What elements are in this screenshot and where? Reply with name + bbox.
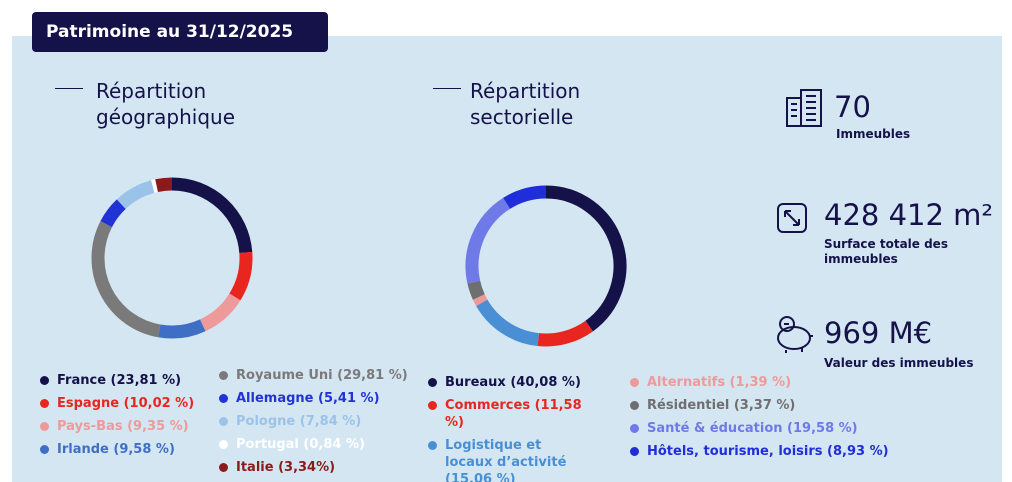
legend-item: Irlande (9,58 %)	[40, 441, 215, 458]
donut	[91, 177, 253, 339]
legend-item: Alternatifs (1,39 %)	[630, 374, 890, 391]
legend-item: Espagne (10,02 %)	[40, 395, 215, 412]
legend-swatch	[40, 399, 49, 408]
legend-item: Allemagne (5,41 %)	[219, 390, 409, 407]
legend: Royaume Uni (29,81 %) Allemagne (5,41 %) P…	[219, 367, 409, 482]
legend-item: Hôtels, tourisme, loisirs (8,93 %)	[630, 443, 890, 460]
donut-segment	[155, 177, 173, 193]
legend-label: Bureaux (40,08 %)	[445, 375, 581, 390]
legend-swatch	[428, 441, 437, 450]
legend-swatch	[219, 417, 228, 426]
donut-segment	[151, 179, 158, 193]
legend-label: Alternatifs (1,39 %)	[647, 375, 792, 390]
legend-label: Résidentiel (3,37 %)	[647, 398, 796, 413]
donut-segment	[537, 320, 593, 347]
legend-swatch	[219, 463, 228, 472]
legend-item: France (23,81 %)	[40, 372, 215, 389]
legend-label: Logistique et locaux d’activité (15,06 %…	[445, 438, 567, 482]
chart-title: Répartition géographique	[96, 79, 236, 129]
kpi-value: 428 412 m²	[824, 198, 994, 232]
legend-label: Hôtels, tourisme, loisirs (8,93 %)	[647, 444, 889, 459]
legend-item: Italie (3,34%)	[219, 459, 409, 476]
legend-swatch	[630, 378, 639, 387]
kpi-value: 969 M€	[824, 316, 933, 350]
legend-item: Portugal (0,84 %)	[219, 436, 409, 453]
legend-swatch	[630, 401, 639, 410]
donut-segment	[199, 293, 241, 332]
legend-label: Pays-Bas (9,35 %)	[57, 419, 189, 434]
legend: France (23,81 %) Espagne (10,02 %) Pays-Ba…	[40, 372, 215, 464]
legend-item: Royaume Uni (29,81 %)	[219, 367, 409, 384]
legend-item: Résidentiel (3,37 %)	[630, 397, 890, 414]
kpi-value: 70	[834, 90, 871, 124]
legend-item: Commerces (11,58 %)	[428, 397, 593, 431]
legend-item: Pays-Bas (9,35 %)	[40, 418, 215, 435]
legend-item: Pologne (7,84 %)	[219, 413, 409, 430]
donut-segment	[476, 299, 540, 347]
legend-swatch	[428, 378, 437, 387]
area-icon	[777, 203, 807, 233]
legend-label: Italie (3,34%)	[236, 460, 336, 475]
dash	[433, 88, 461, 89]
donut-segment	[465, 197, 511, 284]
donut-segment	[467, 280, 485, 300]
legend-swatch	[219, 394, 228, 403]
donut	[465, 185, 627, 347]
kpi-label: Surface totale des immeubles	[824, 237, 948, 266]
building-icon	[786, 89, 822, 127]
legend-label: Espagne (10,02 %)	[57, 396, 195, 411]
donut-segment	[472, 294, 488, 306]
legend-swatch	[630, 447, 639, 456]
legend-label: Irlande (9,58 %)	[57, 442, 175, 457]
legend-label: Allemagne (5,41 %)	[236, 391, 380, 406]
legend-label: Commerces (11,58 %)	[445, 398, 582, 430]
donut-segment	[229, 251, 253, 301]
legend-swatch	[219, 440, 228, 449]
legend-swatch	[219, 371, 228, 380]
legend-swatch	[630, 424, 639, 433]
donut-segment	[503, 185, 547, 209]
legend: Alternatifs (1,39 %) Résidentiel (3,37 %)…	[630, 374, 890, 466]
legend-item: Santé & éducation (19,58 %)	[630, 420, 890, 437]
donut-segment	[116, 180, 155, 210]
donut-segment	[545, 185, 627, 332]
donut-segment	[158, 319, 206, 339]
legend-label: Portugal (0,84 %)	[236, 437, 365, 452]
legend-label: Royaume Uni (29,81 %)	[236, 368, 408, 383]
legend-label: Pologne (7,84 %)	[236, 414, 362, 429]
legend-item: Logistique et locaux d’activité (15,06 %…	[428, 437, 593, 482]
legend-swatch	[428, 401, 437, 410]
dash	[55, 88, 83, 89]
legend-label: France (23,81 %)	[57, 373, 182, 388]
donut-segment	[91, 221, 161, 338]
donut-segment	[171, 177, 253, 254]
donut-segment	[100, 199, 126, 228]
legend-item: Bureaux (40,08 %)	[428, 374, 593, 391]
header-title: Patrimoine au 31/12/2025	[32, 12, 328, 52]
panel	[12, 36, 1002, 482]
legend-swatch	[40, 445, 49, 454]
legend-label: Santé & éducation (19,58 %)	[647, 421, 858, 436]
kpi-label: Immeubles	[836, 127, 911, 141]
kpi-label: Valeur des immeubles	[824, 356, 974, 370]
chart-title: Répartition sectorielle	[470, 79, 581, 129]
legend-swatch	[40, 422, 49, 431]
piggy-icon	[777, 316, 813, 353]
legend: Bureaux (40,08 %) Commerces (11,58 %) Logi…	[428, 374, 593, 482]
legend-swatch	[40, 376, 49, 385]
